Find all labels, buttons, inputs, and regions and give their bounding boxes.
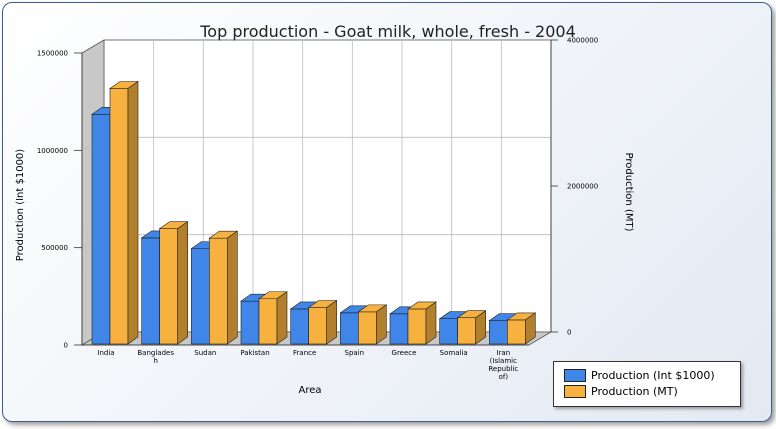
x-tick-label: h: [153, 357, 157, 365]
bar-mt-7-front: [457, 317, 476, 345]
bar-int-5-front: [340, 312, 359, 345]
bar-mt-7: [456, 310, 487, 345]
bar-mt-6-side: [425, 301, 437, 345]
bar-int-7-front: [439, 318, 458, 345]
bar-mt-8-side: [525, 312, 536, 345]
x-tick-label: (Islamic: [490, 357, 517, 365]
bar-mt-6-front: [407, 308, 427, 345]
x-tick-label: Banglades: [137, 349, 174, 357]
x-tick-label: Somalia: [440, 349, 468, 357]
legend-item-int: Production (Int $1000): [564, 368, 715, 382]
x-tick-label: Iran: [496, 349, 510, 357]
bar-mt-4-front: [308, 307, 327, 345]
bar-int-4-front: [290, 308, 309, 345]
bar-mt-3-front: [258, 298, 278, 345]
x-tick-label: France: [293, 349, 316, 357]
bar-int-3-front: [240, 300, 260, 345]
bar-mt-6: [407, 301, 437, 345]
x-tick-label: Sudan: [194, 349, 216, 357]
bar-mt-0-side: [127, 80, 139, 345]
left-tick-label: 500000: [41, 244, 68, 252]
left-tick-label: 0: [64, 342, 68, 350]
bar-mt-2-side: [227, 230, 238, 345]
bar-mt-8: [506, 312, 537, 345]
chart-title: Top production - Goat milk, whole, fresh…: [199, 22, 576, 41]
bar-mt-4: [307, 299, 338, 345]
bar-mt-5-side: [376, 304, 387, 345]
bar-mt-0-front: [109, 88, 129, 345]
bar-mt-5-front: [358, 311, 377, 345]
y-axis-title-left: Production (Int $1000): [15, 149, 26, 261]
bar-mt-2-front: [209, 237, 228, 345]
right-tick-label: 4000000: [567, 37, 598, 45]
bar-mt-3-side: [276, 291, 288, 345]
x-tick-label: Republic: [488, 365, 518, 373]
y-axis-title-right: Production (MT): [623, 153, 634, 232]
x-tick-label: Spain: [345, 349, 365, 357]
x-tick-label: India: [97, 349, 114, 357]
left-tick-label: 1000000: [37, 147, 68, 155]
left-tick-label: 1500000: [37, 50, 68, 58]
bar-mt-4-side: [326, 299, 337, 345]
right-tick-label: 2000000: [567, 183, 598, 191]
x-tick-label: Pakistan: [240, 349, 269, 357]
x-tick-label: Greece: [392, 349, 417, 357]
legend-swatch-mt: [564, 384, 586, 398]
right-tick-label: 0: [567, 329, 571, 337]
legend: Production (Int $1000) Production (MT): [553, 361, 741, 407]
bar-int-1-front: [141, 237, 160, 345]
bar-mt-5: [357, 304, 388, 345]
bar-mt-8-front: [507, 319, 526, 345]
bar-int-0-front: [91, 113, 111, 345]
bar-mt-2: [208, 230, 239, 345]
bar-mt-1-front: [159, 228, 178, 345]
bar-mt-7-side: [475, 310, 486, 345]
bar-mt-1: [158, 221, 189, 345]
legend-label-mt: Production (MT): [591, 384, 678, 398]
x-axis-title: Area: [298, 385, 321, 396]
bar-mt-1-side: [177, 221, 188, 345]
bar-mt-3: [258, 291, 288, 345]
bar-mt-0: [109, 80, 139, 345]
legend-swatch-int: [564, 368, 586, 382]
bar-int-2-front: [191, 248, 210, 345]
x-tick-label: of): [499, 373, 509, 381]
legend-item-mt: Production (MT): [564, 384, 678, 398]
bar-int-6-front: [389, 313, 409, 345]
legend-label-int: Production (Int $1000): [591, 368, 715, 382]
bar-int-8-front: [489, 320, 508, 345]
